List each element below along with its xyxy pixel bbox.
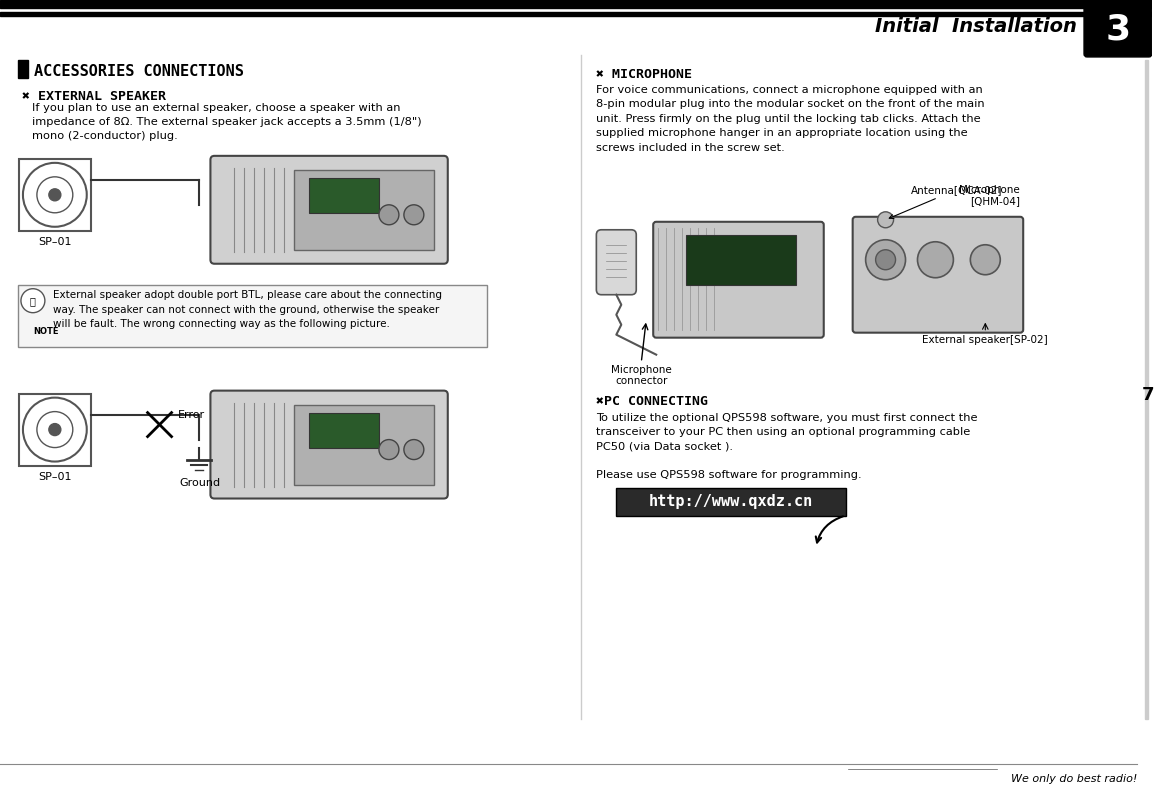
Circle shape	[917, 242, 953, 278]
Text: Ground: Ground	[179, 478, 219, 487]
Bar	[18, 159, 91, 231]
Circle shape	[379, 440, 398, 460]
Text: We only do best radio!: We only do best radio!	[1011, 774, 1137, 785]
Circle shape	[875, 249, 895, 270]
Circle shape	[878, 212, 894, 227]
Text: Microphone
connector: Microphone connector	[611, 364, 671, 386]
FancyBboxPatch shape	[1085, 0, 1152, 57]
Text: Microphone
[QHM-04]: Microphone [QHM-04]	[960, 185, 1020, 206]
Text: If you plan to use an external speaker, choose a speaker with an
impedance of 8Ω: If you plan to use an external speaker, …	[32, 103, 422, 141]
Text: External speaker[SP-02]: External speaker[SP-02]	[923, 334, 1049, 345]
Bar	[295, 405, 434, 485]
Text: To utilize the optional QPS598 software, you must first connect the
transceiver : To utilize the optional QPS598 software,…	[596, 412, 978, 452]
FancyBboxPatch shape	[210, 390, 448, 498]
Text: Initial  Installation: Initial Installation	[875, 17, 1078, 36]
Text: NOTE: NOTE	[33, 327, 59, 336]
FancyBboxPatch shape	[654, 222, 824, 338]
Text: 🔊: 🔊	[30, 296, 36, 305]
Bar	[310, 178, 379, 212]
Circle shape	[970, 245, 1000, 275]
Bar	[0, 0, 1152, 8]
Text: Error: Error	[178, 409, 204, 419]
Bar	[295, 170, 434, 249]
Bar	[18, 394, 91, 466]
Bar	[18, 285, 486, 346]
Circle shape	[21, 289, 45, 312]
Bar	[18, 60, 28, 78]
Text: External speaker adopt double port BTL, please care about the connecting
way. Th: External speaker adopt double port BTL, …	[53, 290, 442, 329]
Text: SP–01: SP–01	[38, 471, 72, 482]
Text: ✖ EXTERNAL SPEAKER: ✖ EXTERNAL SPEAKER	[22, 90, 166, 103]
Circle shape	[49, 189, 61, 201]
Circle shape	[404, 440, 424, 460]
Bar	[310, 412, 379, 448]
Circle shape	[865, 240, 906, 279]
Text: http://www.qxdz.cn: http://www.qxdz.cn	[649, 494, 813, 509]
Text: 3: 3	[1105, 13, 1131, 47]
Text: ✖ MICROPHONE: ✖ MICROPHONE	[596, 68, 692, 81]
Bar	[1145, 60, 1148, 719]
Text: SP–01: SP–01	[38, 237, 72, 247]
Bar	[686, 235, 796, 285]
Bar	[0, 12, 1152, 16]
Bar	[617, 487, 845, 515]
FancyBboxPatch shape	[852, 216, 1023, 333]
FancyBboxPatch shape	[596, 230, 636, 294]
Circle shape	[379, 205, 398, 225]
Circle shape	[49, 423, 61, 435]
FancyBboxPatch shape	[210, 156, 448, 264]
Circle shape	[404, 205, 424, 225]
Text: Please use QPS598 software for programming.: Please use QPS598 software for programmi…	[596, 470, 862, 479]
Text: 7: 7	[1141, 386, 1154, 404]
Text: ✖PC CONNECTING: ✖PC CONNECTING	[596, 394, 708, 408]
Text: Antenna[QCA-02]: Antenna[QCA-02]	[889, 185, 1003, 219]
Text: ACCESSORIES CONNECTIONS: ACCESSORIES CONNECTIONS	[33, 65, 244, 79]
Text: For voice communications, connect a microphone equipped with an
8-pin modular pl: For voice communications, connect a micr…	[596, 85, 985, 153]
